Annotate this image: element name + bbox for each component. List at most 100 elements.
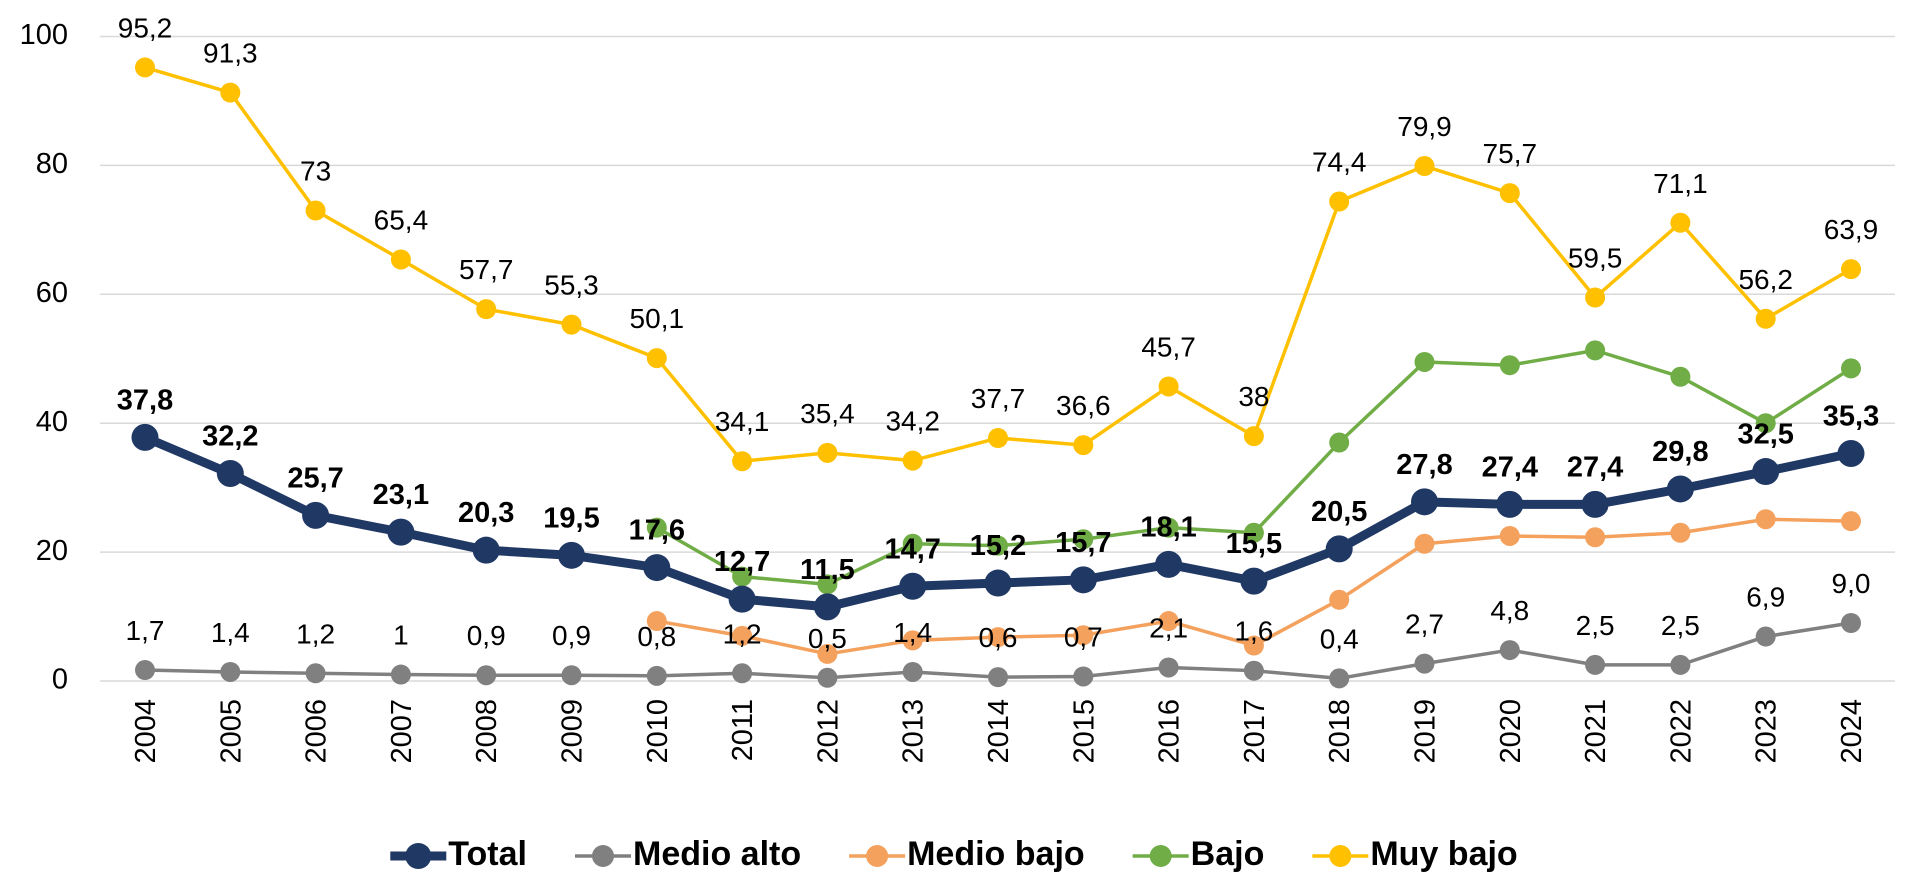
data-label: 27,8 [1396,449,1452,481]
data-label: 1,7 [126,615,165,646]
data-label: 91,3 [203,38,258,69]
data-point [817,643,838,664]
data-point [732,663,753,684]
data-point [1158,611,1179,632]
x-tick-label: 2023 [1751,699,1783,764]
data-point [984,569,1012,597]
x-tick-label: 2013 [898,699,930,764]
data-point [902,630,923,651]
data-label: 14,7 [884,533,940,565]
data-point [1755,413,1776,434]
legend-item: Muy bajo [1312,835,1518,873]
data-label: 95,2 [118,12,173,43]
data-label: 9,0 [1832,568,1871,599]
legend-label: Muy bajo [1370,835,1517,873]
legend-label: Medio alto [633,835,801,873]
data-label: 1,2 [723,618,762,649]
data-label: 19,5 [543,502,599,534]
legend-marker [592,845,614,867]
data-point [390,664,411,685]
legend-label: Total [448,835,527,873]
data-label: 65,4 [374,204,429,235]
data-point [732,625,753,646]
data-point [1499,525,1520,546]
x-tick-label: 2007 [386,699,418,764]
data-point [1329,191,1350,212]
data-point [1499,183,1520,204]
data-point [1666,475,1694,503]
data-point [646,665,667,686]
data-label: 56,2 [1738,264,1793,295]
data-label: 12,7 [714,546,770,578]
x-tick-label: 2010 [642,699,674,764]
x-tick-label: 2024 [1836,699,1868,764]
data-label: 1,6 [1234,616,1273,647]
data-point [1073,666,1094,687]
data-label: 59,5 [1568,243,1623,274]
data-point [1243,426,1264,447]
legend-marker [1149,845,1172,867]
data-label: 50,1 [630,303,685,334]
data-label: 27,4 [1567,451,1623,483]
x-tick-label: 2006 [301,699,333,764]
data-point [216,459,244,487]
data-label: 1,2 [296,618,335,649]
data-point [1585,287,1606,308]
data-point [1240,567,1268,595]
data-label: 0,4 [1320,623,1359,654]
data-point [1158,376,1179,397]
x-tick-label: 2004 [130,699,162,764]
data-point [817,442,838,463]
data-point [1414,156,1435,177]
data-point [1841,259,1861,280]
data-point [817,574,838,595]
data-label: 15,5 [1226,528,1282,560]
data-point [1329,589,1350,610]
data-point [902,661,923,682]
x-tick-label: 2021 [1580,699,1612,764]
data-label: 35,4 [800,398,855,429]
data-point [1414,351,1435,372]
data-point [220,82,241,103]
data-point [813,593,841,621]
data-point [1581,490,1609,518]
data-label: 18,1 [1140,511,1196,543]
data-label: 75,7 [1483,138,1538,169]
data-label: 1,4 [211,617,250,648]
data-point [131,423,159,451]
data-label: 2,1 [1149,612,1188,643]
data-label: 32,5 [1737,419,1793,451]
y-tick-label: 60 [36,277,68,309]
data-point [472,536,500,564]
data-point [1841,358,1861,379]
plot [131,57,1865,689]
data-label: 25,7 [287,462,343,494]
data-label: 34,2 [885,406,940,437]
data-label: 73 [300,156,331,187]
data-point [387,518,415,546]
data-label: 35,3 [1823,400,1879,432]
data-point [646,611,667,632]
data-label: 6,9 [1746,582,1785,613]
data-point [902,450,923,471]
data-point [1499,640,1520,661]
data-point [1670,522,1691,543]
data-point [728,585,756,613]
data-label: 0,7 [1064,621,1103,652]
y-tick-label: 40 [36,406,68,438]
legend-marker [405,843,432,869]
data-label: 37,8 [117,384,173,416]
data-label: 79,9 [1397,111,1452,142]
data-point [1243,635,1264,656]
data-label: 23,1 [373,479,429,511]
data-label: 2,5 [1576,610,1615,641]
data-label: 63,9 [1824,214,1879,245]
data-point [1329,432,1350,453]
data-label: 17,6 [629,515,685,547]
x-tick-label: 2012 [812,699,844,764]
data-point [1755,308,1776,329]
legend-item: Medio alto [575,835,801,873]
data-point [1329,668,1350,689]
